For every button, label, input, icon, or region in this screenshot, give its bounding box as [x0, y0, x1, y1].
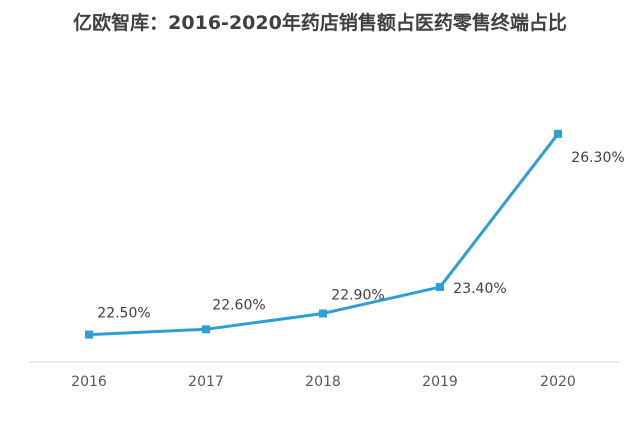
data-labels: 22.50% 22.60% 22.90% 23.40% 26.30%	[97, 150, 624, 322]
data-point-2017	[202, 325, 210, 334]
x-tick-label-2017: 2017	[188, 374, 224, 390]
x-tick-label-2016: 2016	[71, 374, 107, 390]
data-label-2017: 22.60%	[212, 297, 265, 313]
series-group	[85, 129, 562, 339]
chart-title: 亿欧智库：2016-2020年药店销售额占医药零售终端占比	[73, 12, 567, 34]
x-tick-label-2018: 2018	[305, 374, 341, 390]
data-label-2019: 23.40%	[453, 281, 506, 297]
data-point-2016	[85, 330, 93, 339]
data-point-2018	[319, 309, 327, 318]
x-tick-labels: 2016 2017 2018 2019 2020	[71, 374, 576, 390]
series-line	[88, 132, 560, 337]
data-point-2019	[436, 283, 444, 292]
data-label-2018: 22.90%	[331, 287, 384, 303]
x-tick-label-2020: 2020	[540, 374, 576, 390]
x-tick-label-2019: 2019	[422, 374, 458, 390]
data-label-2016: 22.50%	[97, 306, 150, 322]
data-point-2020	[554, 129, 562, 138]
data-label-2020: 26.30%	[571, 150, 624, 166]
